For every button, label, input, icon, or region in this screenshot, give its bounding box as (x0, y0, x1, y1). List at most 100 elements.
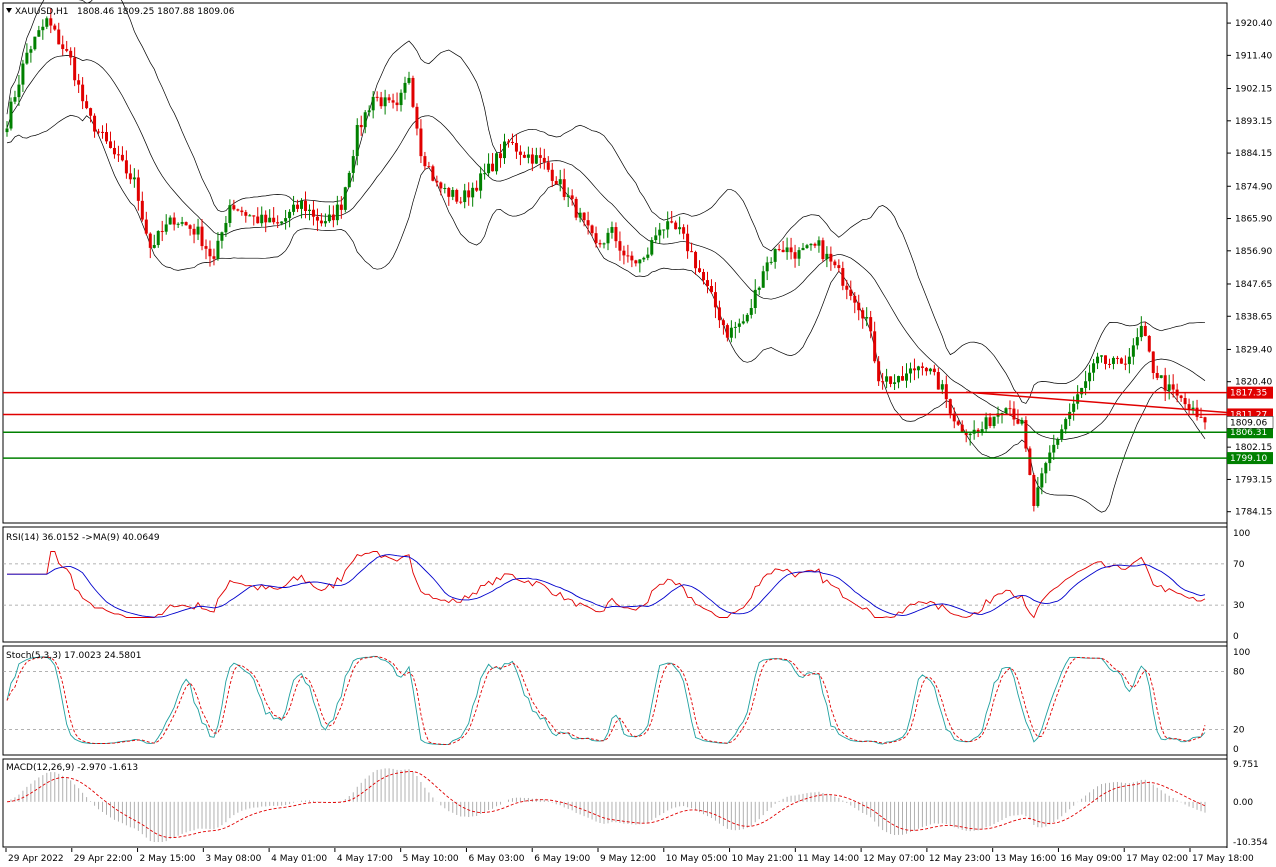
candle (1028, 448, 1032, 475)
candle (351, 156, 355, 173)
candle (97, 131, 101, 133)
candle (463, 190, 467, 203)
candle (136, 177, 140, 201)
candle (682, 227, 686, 234)
candle (311, 209, 315, 217)
candle (268, 217, 272, 223)
triangle-down-icon[interactable] (6, 8, 12, 13)
candle (323, 221, 327, 224)
candle (423, 156, 427, 167)
candle (49, 18, 53, 26)
level-label: 1806.31 (1230, 428, 1267, 438)
candle (13, 97, 17, 102)
candle (304, 200, 308, 211)
candle (598, 243, 602, 245)
rsi-frame (2, 526, 1228, 643)
candle (495, 153, 499, 172)
price-tick-label: 1893.15 (1235, 117, 1272, 127)
candle (148, 233, 152, 248)
candle (101, 131, 105, 133)
candle (176, 223, 180, 225)
candle (1103, 355, 1107, 364)
candle (343, 187, 347, 210)
candle (853, 295, 857, 303)
candle (479, 173, 483, 191)
rsi-tick-label: 0 (1233, 632, 1239, 642)
candle (841, 268, 845, 286)
rsi-tick-label: 100 (1233, 529, 1250, 539)
time-tick-label: 3 May 08:00 (205, 854, 261, 864)
candle (427, 166, 431, 168)
candle (721, 320, 725, 326)
candle (801, 247, 805, 251)
candle (407, 77, 411, 83)
bollinger-upper (6, 0, 1206, 404)
candle (212, 256, 216, 259)
candle (753, 289, 757, 309)
macd-signal-line (6, 770, 1206, 839)
candle (725, 325, 729, 338)
candle (976, 429, 980, 433)
candle (140, 200, 144, 220)
rsi-line (7, 551, 1206, 619)
candle (256, 216, 260, 224)
candle (156, 231, 160, 246)
candle (128, 173, 132, 180)
candle (25, 52, 29, 64)
candle (53, 25, 57, 30)
price-tick-label: 1820.40 (1235, 378, 1272, 388)
candle (204, 246, 208, 249)
candle (1191, 407, 1195, 410)
candle (347, 172, 351, 188)
candle (654, 235, 658, 241)
candle (85, 101, 89, 109)
candle (626, 255, 630, 257)
candle (1100, 355, 1104, 357)
candle (542, 157, 546, 163)
candle (1119, 358, 1123, 364)
candle (1147, 335, 1151, 352)
candle (403, 82, 407, 93)
candle (809, 243, 813, 246)
candle (439, 182, 443, 189)
candle (124, 160, 128, 174)
candle (160, 231, 164, 233)
candle (37, 30, 41, 37)
macd-tick-label: 0.00 (1233, 798, 1253, 808)
stoch-title: Stoch(5,3,3) 17.0023 24.5801 (6, 651, 141, 661)
candle (1096, 356, 1100, 364)
candle (757, 287, 761, 290)
candle (180, 222, 184, 224)
main-frame (2, 2, 1228, 524)
candle (1151, 351, 1155, 373)
candle (873, 331, 877, 362)
candle (1036, 487, 1040, 506)
candle (690, 251, 694, 253)
candle (713, 292, 717, 308)
candle (777, 249, 781, 251)
candle (793, 252, 797, 259)
candle (646, 254, 650, 258)
candle (196, 226, 200, 235)
candle (296, 204, 300, 209)
candle (869, 317, 873, 332)
level-label: 1799.10 (1230, 454, 1267, 464)
rsi-title: RSI(14) 36.0152 ->MA(9) 40.0649 (6, 533, 160, 543)
candle (208, 248, 212, 257)
time-tick-label: 9 May 12:00 (600, 854, 656, 864)
candle (510, 141, 514, 143)
candle (630, 255, 634, 261)
candle (885, 376, 889, 382)
candle (61, 44, 65, 50)
candle (558, 179, 562, 185)
candle (1064, 419, 1068, 430)
candle (1123, 363, 1127, 365)
candle (1139, 325, 1143, 338)
candle (224, 222, 228, 233)
candle (391, 100, 395, 103)
time-tick-label: 6 May 03:00 (468, 854, 524, 864)
candle (686, 233, 690, 252)
candle (865, 317, 869, 319)
candle (825, 253, 829, 260)
